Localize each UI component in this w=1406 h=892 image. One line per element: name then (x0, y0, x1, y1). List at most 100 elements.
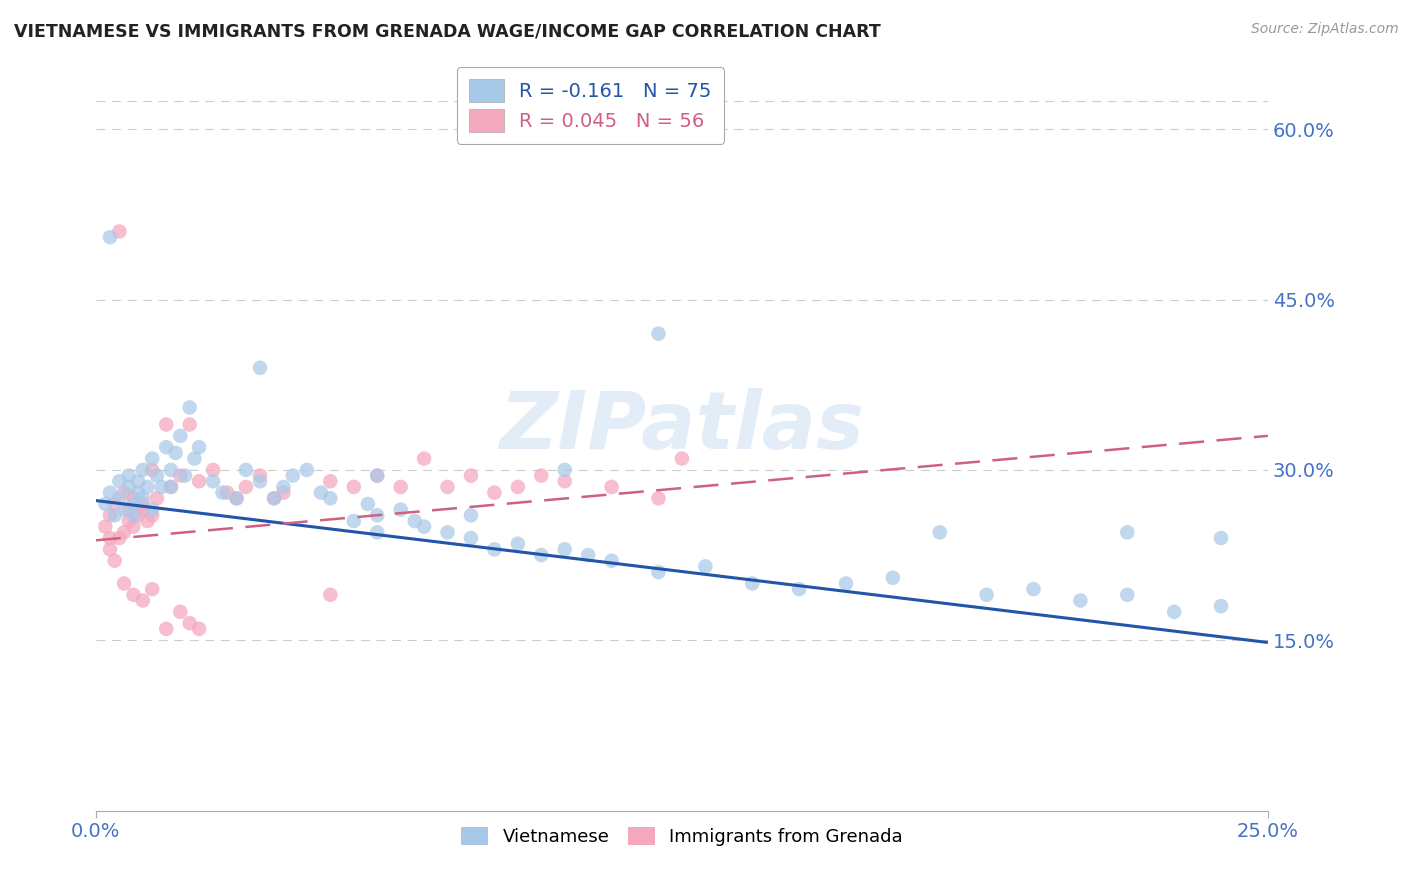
Point (98, 531, 121, 545)
Point (108, 475, 131, 489)
Point (343, 514, 366, 528)
Point (108, 491, 131, 506)
Point (273, 480, 295, 494)
Point (112, 576, 135, 591)
Point (273, 485, 295, 500)
Point (141, 582, 163, 596)
Point (1069, 593, 1091, 607)
Point (436, 525, 458, 540)
Point (647, 565, 669, 579)
Point (169, 468, 191, 483)
Point (118, 514, 141, 528)
Point (122, 519, 145, 533)
Point (104, 497, 127, 511)
Point (554, 475, 576, 489)
Point (122, 497, 145, 511)
Text: Source: ZipAtlas.com: Source: ZipAtlas.com (1251, 22, 1399, 37)
Point (404, 514, 426, 528)
Point (118, 502, 141, 516)
Point (1209, 599, 1232, 614)
Point (150, 480, 173, 494)
Point (295, 463, 318, 477)
Point (122, 588, 145, 602)
Point (506, 537, 529, 551)
Point (188, 475, 211, 489)
Point (122, 491, 145, 506)
Point (1209, 531, 1232, 545)
Point (183, 451, 205, 466)
Point (94, 497, 117, 511)
Point (179, 417, 201, 432)
Point (835, 576, 858, 591)
Point (132, 463, 155, 477)
Point (413, 519, 436, 533)
Point (600, 480, 623, 494)
Point (132, 491, 155, 506)
Point (211, 485, 233, 500)
Point (530, 468, 553, 483)
Point (389, 502, 412, 516)
Point (146, 468, 169, 483)
Point (600, 554, 623, 568)
Point (98, 230, 121, 244)
Point (976, 588, 998, 602)
Point (169, 605, 191, 619)
Point (108, 531, 131, 545)
Point (1163, 605, 1185, 619)
Point (357, 497, 380, 511)
Point (787, 582, 810, 596)
Point (506, 480, 529, 494)
Point (249, 475, 271, 489)
Point (319, 588, 342, 602)
Point (484, 485, 506, 500)
Point (484, 542, 506, 557)
Point (127, 475, 149, 489)
Point (366, 468, 388, 483)
Point (108, 225, 131, 239)
Point (928, 525, 950, 540)
Point (160, 480, 183, 494)
Point (98, 485, 121, 500)
Point (366, 468, 388, 483)
Point (217, 485, 239, 500)
Point (671, 451, 693, 466)
Point (460, 508, 482, 523)
Point (112, 525, 135, 540)
Point (118, 480, 141, 494)
Point (141, 502, 163, 516)
Point (188, 622, 211, 636)
Point (460, 531, 482, 545)
Text: ZIPatlas: ZIPatlas (499, 388, 865, 466)
Point (554, 542, 576, 557)
Point (695, 559, 717, 574)
Point (436, 480, 458, 494)
Point (146, 491, 169, 506)
Point (136, 514, 159, 528)
Point (160, 463, 183, 477)
Point (127, 485, 149, 500)
Point (249, 360, 271, 375)
Point (366, 508, 388, 523)
Point (281, 468, 304, 483)
Point (132, 593, 155, 607)
Point (366, 525, 388, 540)
Point (155, 440, 177, 454)
Point (389, 480, 412, 494)
Point (94, 519, 117, 533)
Point (319, 475, 342, 489)
Point (554, 463, 576, 477)
Point (202, 475, 225, 489)
Point (104, 508, 127, 523)
Point (160, 480, 183, 494)
Point (155, 417, 177, 432)
Point (413, 451, 436, 466)
Point (225, 491, 247, 506)
Legend: R = -0.161   N = 75, R = 0.045   N = 56: R = -0.161 N = 75, R = 0.045 N = 56 (457, 68, 724, 144)
Point (882, 571, 904, 585)
Point (141, 451, 163, 466)
Point (188, 440, 211, 454)
Point (132, 502, 155, 516)
Point (235, 480, 257, 494)
Point (136, 480, 159, 494)
Point (249, 468, 271, 483)
